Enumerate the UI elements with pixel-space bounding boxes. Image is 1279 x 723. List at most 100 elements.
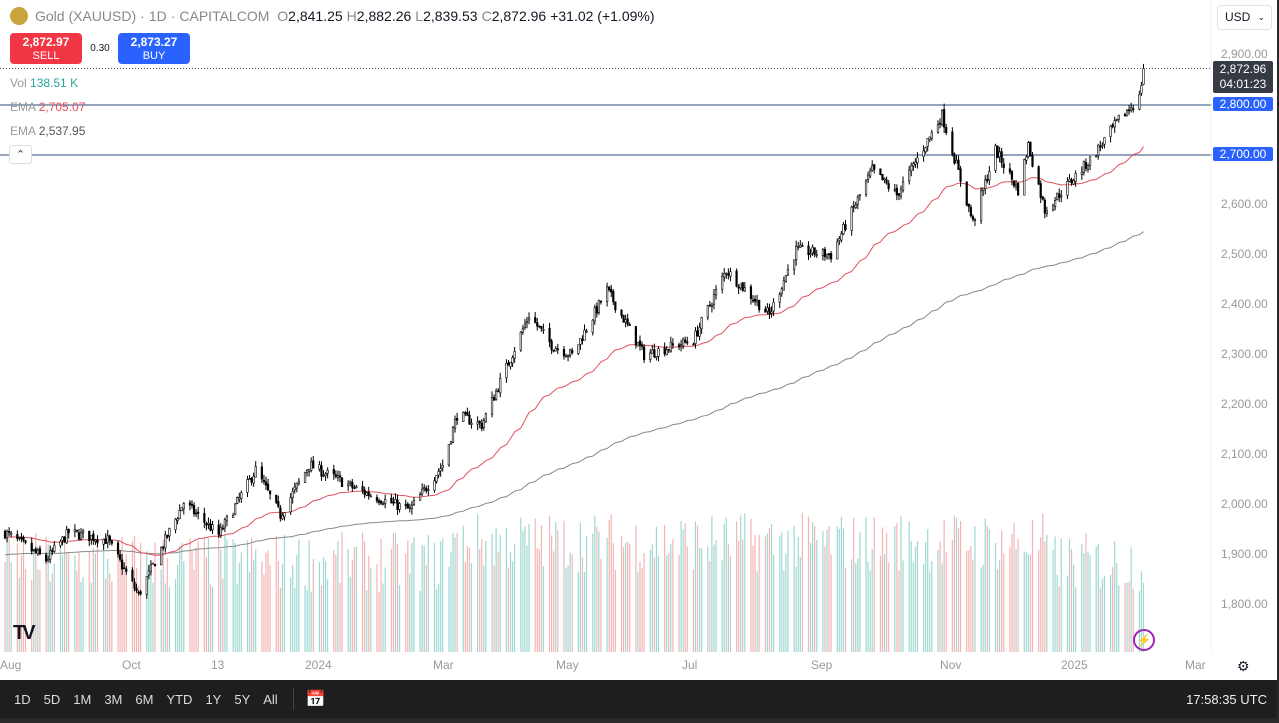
candle-body xyxy=(772,302,775,312)
candle-body xyxy=(924,147,927,153)
candle-body xyxy=(739,283,742,289)
range-5y[interactable]: 5Y xyxy=(234,691,251,707)
candle-body xyxy=(262,480,266,482)
symbol-name[interactable]: Gold (XAUUSD) xyxy=(35,8,137,24)
range-6m[interactable]: 6M xyxy=(135,691,154,707)
range-all[interactable]: All xyxy=(263,691,278,707)
candle-body xyxy=(1014,183,1018,187)
candle-body xyxy=(151,562,155,565)
candle-body xyxy=(552,349,555,352)
candle-body xyxy=(562,349,566,357)
candle-body xyxy=(44,554,48,562)
candle-body xyxy=(219,526,222,536)
candle-body xyxy=(104,538,107,544)
candle-body xyxy=(410,504,413,510)
candle-body xyxy=(351,481,354,488)
candle-body xyxy=(1054,200,1057,207)
range-1d[interactable]: 1D xyxy=(14,691,31,707)
candle-body xyxy=(883,178,886,180)
candle-body xyxy=(499,377,502,394)
range-1y[interactable]: 1Y xyxy=(205,691,222,707)
candle-body xyxy=(1097,144,1100,156)
last-price-tag: 2,872.96 04:01:23 xyxy=(1213,61,1273,93)
tradingview-logo[interactable]: TV xyxy=(13,622,35,644)
candle-body xyxy=(569,349,572,356)
lightning-icon[interactable]: ⚡ xyxy=(1133,629,1155,651)
candle-body xyxy=(363,489,366,495)
candle-body xyxy=(721,275,724,290)
candle-body xyxy=(379,501,383,504)
interval[interactable]: 1D xyxy=(148,8,167,24)
price-label: 1,800.00 xyxy=(1221,597,1268,611)
candle-body xyxy=(708,304,711,307)
range-5d[interactable]: 5D xyxy=(43,691,61,707)
candle-body xyxy=(223,519,226,529)
candle-body xyxy=(795,245,798,261)
candle-body xyxy=(638,340,642,346)
candle-body xyxy=(250,477,253,483)
candle-body xyxy=(476,421,479,425)
candle-body xyxy=(893,189,896,191)
candle-body xyxy=(864,180,868,195)
indicator-ema-fast[interactable]: EMA 2,705.07 xyxy=(10,100,86,114)
indicator-ema-slow[interactable]: EMA 2,537.95 xyxy=(10,124,86,138)
candle-body xyxy=(246,479,249,493)
candle-body xyxy=(852,205,855,208)
candle-body xyxy=(160,547,163,565)
hline-tag-2700[interactable]: 2,700.00 xyxy=(1213,147,1273,161)
candle-body xyxy=(778,294,781,303)
candle-body xyxy=(871,165,874,171)
candle-body xyxy=(349,481,352,484)
candle-body xyxy=(881,174,884,181)
sell-button[interactable]: 2,872.97 SELL xyxy=(10,33,82,64)
candle-body xyxy=(1002,163,1005,169)
candle-body xyxy=(404,504,407,506)
buy-button[interactable]: 2,873.27 BUY xyxy=(118,33,190,64)
range-1m[interactable]: 1M xyxy=(73,691,92,707)
range-3m[interactable]: 3M xyxy=(104,691,123,707)
candle-body xyxy=(90,535,93,540)
goto-date-icon[interactable]: 📅 xyxy=(305,691,326,708)
price-chart[interactable] xyxy=(0,0,1277,680)
time-label: Jul xyxy=(682,658,698,672)
candle-body xyxy=(153,563,157,567)
spread: 0.30 xyxy=(90,43,110,54)
candle-body xyxy=(464,412,467,414)
candle-body xyxy=(18,537,21,539)
candle-body xyxy=(197,511,200,514)
candle-body xyxy=(205,523,208,526)
candle-body xyxy=(953,153,956,164)
clock[interactable]: 17:58:35 UTC xyxy=(1186,691,1267,707)
candle-body xyxy=(556,348,559,350)
candle-body xyxy=(873,164,876,170)
range-ytd[interactable]: YTD xyxy=(166,691,193,707)
candle-body xyxy=(509,361,512,367)
candle-body xyxy=(38,548,42,555)
indicator-volume[interactable]: Vol 138.51 K xyxy=(10,76,79,90)
candle-body xyxy=(281,515,284,520)
settings-icon[interactable]: ⚙ xyxy=(1237,658,1250,674)
candle-body xyxy=(608,286,611,291)
candle-body xyxy=(406,503,409,509)
currency-select[interactable]: USD ⌄ xyxy=(1217,5,1272,30)
candle-body xyxy=(252,476,255,484)
candle-body xyxy=(16,534,19,539)
candle-body xyxy=(59,541,62,546)
candle-body xyxy=(123,567,126,570)
candle-body xyxy=(384,498,387,504)
candle-body xyxy=(753,298,757,302)
candle-body xyxy=(1072,180,1075,185)
chart-area[interactable]: Gold (XAUUSD) · 1D · CAPITALCOM O2,841.2… xyxy=(0,0,1277,680)
candle-body xyxy=(540,326,543,329)
candle-body xyxy=(232,514,235,518)
candle-body xyxy=(636,341,640,347)
hline-tag-2800[interactable]: 2,800.00 xyxy=(1213,97,1273,111)
candle-body xyxy=(1113,120,1116,128)
candle-body xyxy=(490,397,494,415)
candle-body xyxy=(525,321,529,323)
candle-body xyxy=(207,522,210,525)
candle-body xyxy=(643,346,646,361)
collapse-legend-button[interactable]: ⌃ xyxy=(9,145,32,164)
candle-body xyxy=(116,542,120,555)
candle-body xyxy=(32,548,35,551)
